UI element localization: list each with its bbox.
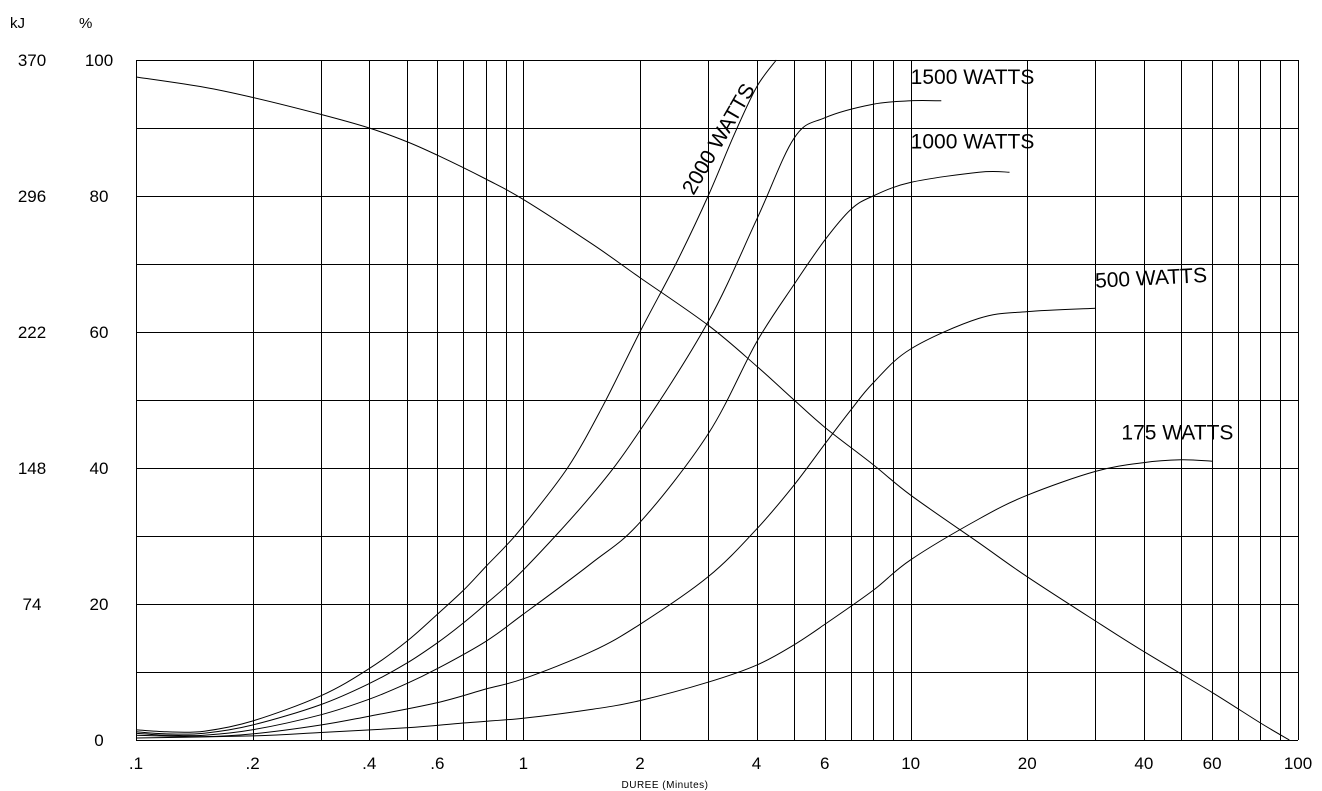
series-line-1500-watts [135,100,942,735]
y-tick-label-kj: 370 [18,51,46,70]
x-tick-label: 40 [1134,754,1153,773]
x-tick-label: .2 [246,754,260,773]
percent-unit-label: % [79,15,92,32]
series-line-500-watts [135,307,1096,738]
series-line-175-watts [135,459,1213,739]
series-label-2000-watts: 2000 WATTS [678,80,760,199]
y-tick-label-percent: 80 [90,187,109,206]
grid-lines [136,60,1299,741]
series-curves [135,59,1290,741]
x-axis-title: DUREE (Minutes) [622,780,709,791]
x-tick-label: 20 [1018,754,1037,773]
y-tick-label-percent: 40 [90,459,109,478]
x-tick-label: 4 [752,754,761,773]
y-tick-label-kj: 148 [18,459,46,478]
kj-unit-label: kJ [10,15,25,32]
y-tick-label-kj: 74 [23,595,42,614]
y-tick-label-percent: 0 [94,731,103,750]
x-tick-label: .1 [129,754,143,773]
series-label-1000-watts: 1000 WATTS [911,130,1035,153]
series-label-500-watts: 500 WATTS [1095,264,1208,293]
series-line-2000-watts [135,59,777,733]
series-line-1000-watts [135,170,1010,737]
x-tick-label: .6 [430,754,444,773]
x-tick-label: 2 [635,754,644,773]
y-tick-label-kj: 296 [18,187,46,206]
axes: kJ % DUREE (Minutes) 0 20 74 40 148 60 222 80 29… [10,15,1312,791]
series-label-175-watts: 175 WATTS [1121,421,1233,444]
series-line-energy [135,76,1290,741]
y-tick-label-kj: 222 [18,323,46,342]
x-tick-label: 1 [519,754,528,773]
y-tick-label-percent: 100 [85,51,113,70]
x-tick-label: 60 [1203,754,1222,773]
y-tick-label-percent: 60 [90,323,109,342]
x-tick-label: .4 [362,754,376,773]
series-labels: 2000 WATTS 1500 WATTS 1000 WATTS 500 WATTS 1… [678,66,1234,445]
x-tick-label: 10 [901,754,920,773]
x-tick-label: 6 [820,754,829,773]
series-label-1500-watts: 1500 WATTS [911,66,1035,89]
y-tick-label-percent: 20 [90,595,109,614]
x-tick-label: 100 [1284,754,1312,773]
